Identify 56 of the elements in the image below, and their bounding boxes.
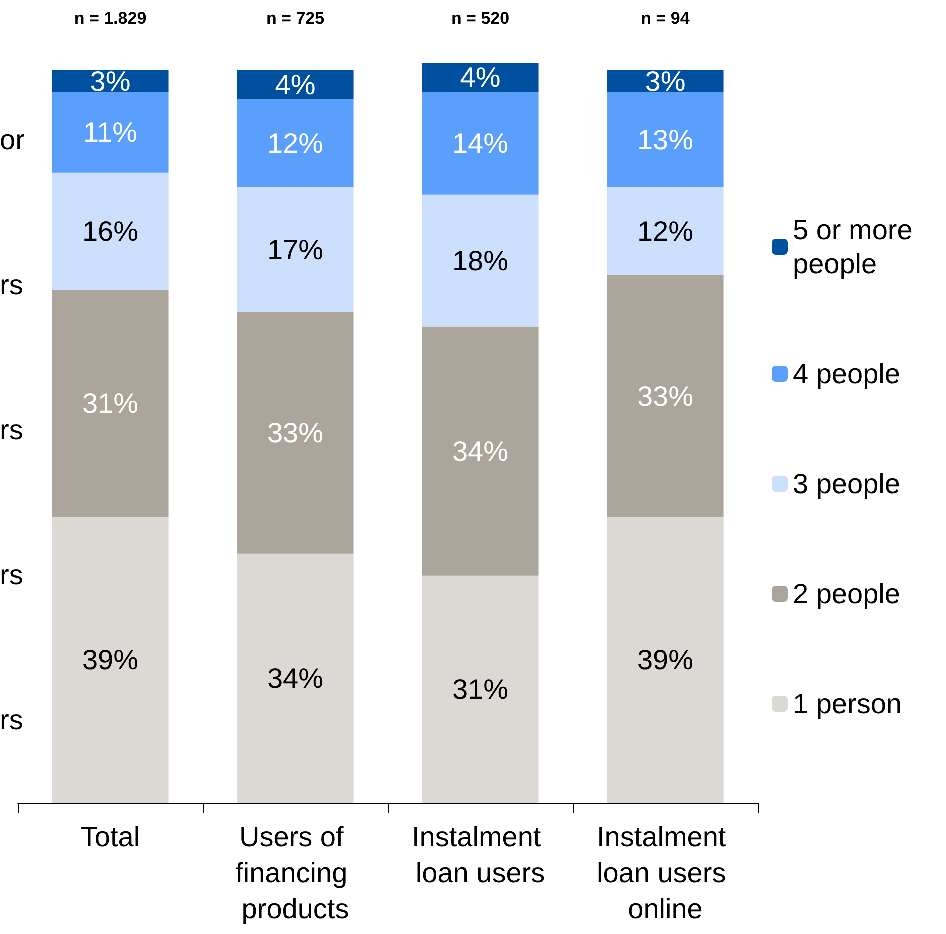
text: n = 1.829 xyxy=(74,9,147,28)
legend-label: 2 people xyxy=(793,578,900,610)
annotation: or xyxy=(0,124,25,156)
bar xyxy=(607,92,724,188)
annotation: rs xyxy=(0,560,24,590)
legend-label: 3 people xyxy=(793,468,900,500)
data-label: 4% xyxy=(275,69,316,100)
x-tick-label: Users of financing products xyxy=(236,822,356,924)
annotation: rs xyxy=(0,270,24,300)
bar xyxy=(52,92,169,173)
data-label: 13% xyxy=(637,124,694,156)
annotation: rs xyxy=(0,704,24,736)
bar xyxy=(237,100,354,188)
x-tick-label: Instalment loan users xyxy=(412,822,549,888)
x-tick-label: Total xyxy=(80,822,140,852)
x-tick-label: Instalment loan users online xyxy=(597,822,734,924)
bar xyxy=(237,70,354,100)
data-label: 34% xyxy=(452,436,509,467)
data-label: 4% xyxy=(460,62,501,94)
legend-label: 5 or more people xyxy=(793,214,921,280)
bar xyxy=(422,576,539,803)
data-label: 31% xyxy=(452,674,509,705)
legend-label: 1 person xyxy=(793,688,902,720)
bar xyxy=(52,172,169,290)
legend-label: 4 people xyxy=(793,358,900,390)
data-label: 39% xyxy=(82,644,139,676)
data-label: 33% xyxy=(637,380,694,412)
bar xyxy=(607,517,724,803)
bar xyxy=(52,517,169,803)
data-label: 12% xyxy=(637,216,694,248)
bar xyxy=(422,326,539,576)
data-label: 17% xyxy=(267,234,324,266)
bar xyxy=(422,92,539,195)
data-label: 11% xyxy=(84,117,138,148)
data-label: 34% xyxy=(267,662,324,694)
bar xyxy=(607,188,724,276)
data-label: 39% xyxy=(637,644,694,676)
data-label: 33% xyxy=(267,418,324,448)
data-label: 18% xyxy=(452,245,509,276)
bar xyxy=(52,290,169,518)
bar xyxy=(237,188,354,312)
data-label: 3% xyxy=(645,66,686,97)
data-label: 16% xyxy=(82,216,139,248)
annotation: rs xyxy=(0,414,24,446)
data-label: 3% xyxy=(90,66,131,97)
data-label: 14% xyxy=(452,128,509,160)
text: n = 94 xyxy=(641,9,690,28)
bar xyxy=(237,312,354,554)
text: n = 725 xyxy=(266,9,325,28)
bar xyxy=(607,275,724,518)
text: n = 520 xyxy=(451,9,510,28)
bar xyxy=(422,63,539,92)
bar xyxy=(422,194,539,327)
data-label: 31% xyxy=(82,388,139,420)
bar xyxy=(237,554,354,803)
data-label: 12% xyxy=(267,128,324,160)
